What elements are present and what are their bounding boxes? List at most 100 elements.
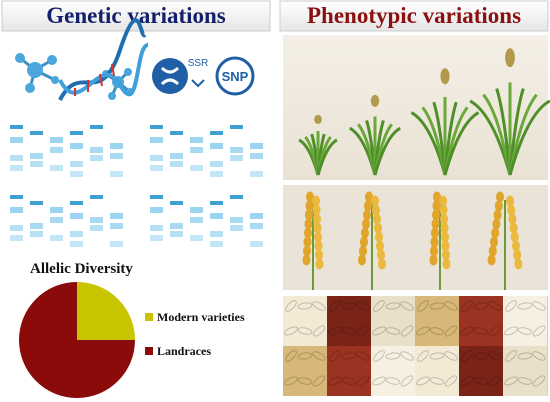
grain bbox=[444, 351, 458, 361]
gel-band bbox=[70, 131, 83, 135]
grain bbox=[429, 254, 438, 266]
gel-band bbox=[70, 143, 83, 149]
grain bbox=[400, 351, 414, 361]
grain bbox=[442, 249, 450, 261]
grain bbox=[361, 227, 369, 239]
gel-band bbox=[110, 171, 123, 177]
gel-band bbox=[250, 153, 263, 159]
grain bbox=[365, 191, 373, 203]
grain bbox=[429, 352, 445, 360]
gel-band bbox=[70, 213, 83, 219]
grain bbox=[385, 377, 401, 385]
gel-band bbox=[150, 195, 163, 199]
gel-band bbox=[190, 207, 203, 213]
gel-band bbox=[110, 241, 123, 247]
grain bbox=[532, 301, 546, 311]
grain bbox=[433, 191, 441, 203]
legend-swatch bbox=[145, 347, 153, 355]
gel-band bbox=[250, 143, 263, 149]
grain bbox=[488, 245, 497, 257]
grain bbox=[430, 245, 438, 257]
grain bbox=[513, 249, 522, 261]
grain bbox=[327, 376, 343, 386]
grain bbox=[313, 222, 322, 234]
grain bbox=[327, 326, 343, 336]
gel-band bbox=[250, 223, 263, 229]
panicle bbox=[440, 68, 450, 85]
grain bbox=[303, 236, 312, 248]
gel-band bbox=[190, 235, 203, 241]
gel-band bbox=[90, 125, 103, 129]
leaf bbox=[316, 138, 338, 176]
grain bbox=[532, 351, 546, 361]
grain bbox=[341, 302, 357, 310]
grain bbox=[491, 227, 500, 239]
grain bbox=[517, 352, 533, 360]
legend-label: Modern varieties bbox=[157, 310, 245, 324]
gel-band bbox=[210, 213, 223, 219]
grain bbox=[358, 254, 366, 266]
gel-band bbox=[70, 241, 83, 247]
gel-band bbox=[50, 235, 63, 241]
grain bbox=[473, 377, 489, 385]
gel-band bbox=[10, 155, 23, 161]
right-header bbox=[279, 0, 549, 32]
gel-band bbox=[10, 225, 23, 231]
gel-band bbox=[150, 155, 163, 161]
right-title: Phenotypic variations bbox=[307, 3, 521, 28]
grain bbox=[488, 375, 502, 387]
grain bbox=[313, 213, 321, 225]
dna-helix bbox=[58, 18, 149, 101]
grain bbox=[496, 191, 504, 203]
grain bbox=[503, 326, 519, 336]
grain bbox=[360, 236, 368, 248]
grain bbox=[375, 231, 383, 243]
gel-band bbox=[190, 217, 203, 223]
gel-band bbox=[30, 161, 43, 167]
grain bbox=[431, 218, 440, 230]
grain bbox=[363, 209, 371, 221]
icon-glyph bbox=[160, 66, 180, 86]
grain bbox=[417, 350, 429, 362]
grain bbox=[400, 375, 414, 387]
grain bbox=[440, 213, 448, 225]
grain bbox=[297, 377, 313, 385]
grain bbox=[373, 350, 385, 362]
gel-band bbox=[230, 125, 243, 129]
grain bbox=[362, 218, 370, 230]
grain bbox=[492, 218, 501, 230]
gel-band bbox=[110, 143, 123, 149]
grain bbox=[385, 327, 401, 335]
grain bbox=[494, 200, 503, 212]
grain bbox=[304, 227, 312, 239]
gel-band bbox=[50, 207, 63, 213]
gel-band bbox=[90, 225, 103, 231]
pie-title: Allelic Diversity bbox=[30, 261, 133, 277]
grain bbox=[385, 352, 401, 360]
grain bbox=[473, 327, 489, 335]
grain bbox=[373, 300, 385, 312]
gel-band bbox=[70, 161, 83, 167]
gel-band bbox=[70, 231, 83, 237]
grain bbox=[329, 350, 341, 362]
gel-band bbox=[30, 153, 43, 159]
gel-band bbox=[210, 171, 223, 177]
grain bbox=[517, 327, 533, 335]
gel-band bbox=[110, 213, 123, 219]
gel-band bbox=[150, 235, 163, 241]
grain bbox=[371, 326, 387, 336]
grain bbox=[359, 245, 367, 257]
gel-band bbox=[170, 131, 183, 135]
grain bbox=[304, 218, 313, 230]
grain bbox=[376, 240, 384, 252]
gel-band bbox=[30, 201, 43, 205]
gel-band bbox=[90, 155, 103, 161]
grain bbox=[493, 209, 502, 221]
grain bbox=[371, 376, 387, 386]
grain bbox=[509, 222, 518, 234]
gel-band bbox=[110, 223, 123, 229]
grain bbox=[285, 350, 297, 362]
gel-band bbox=[10, 125, 23, 129]
